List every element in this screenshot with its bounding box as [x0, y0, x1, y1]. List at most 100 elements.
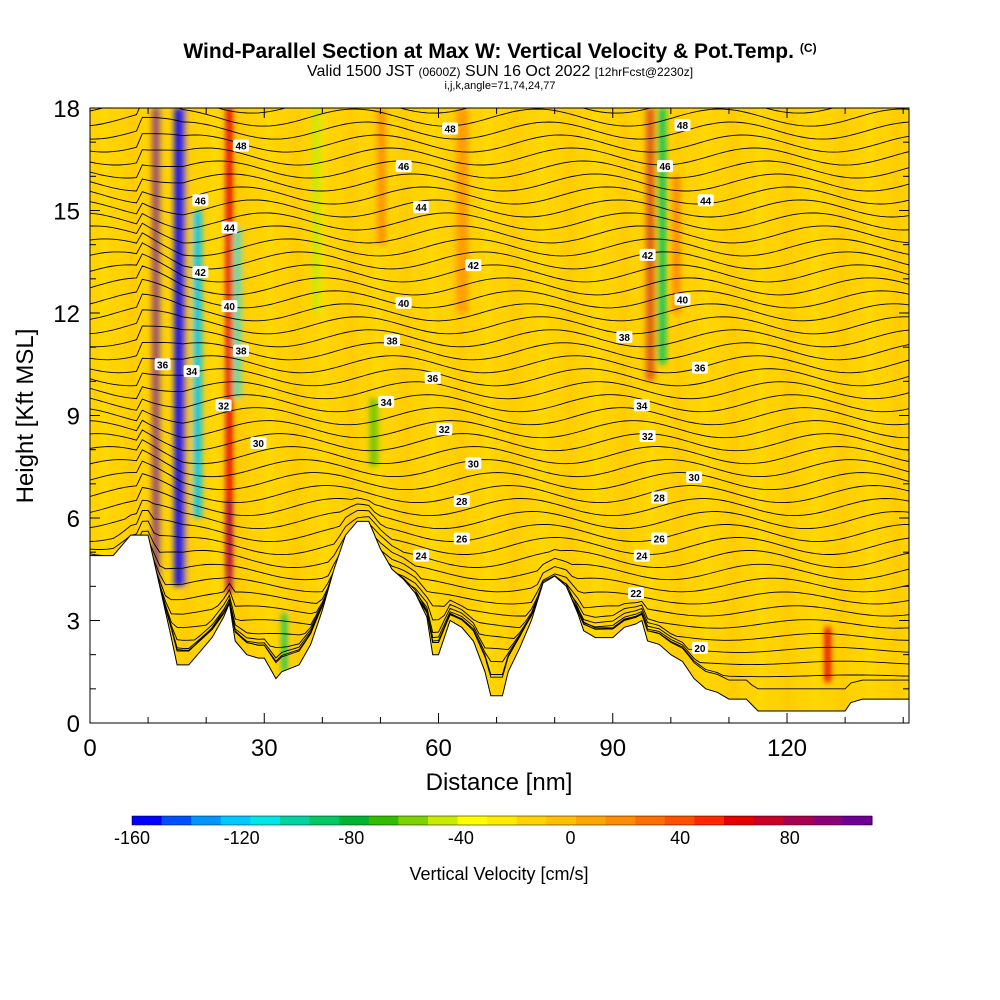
- w-streak-12: [658, 108, 667, 365]
- colorbar-swatch: [428, 816, 459, 825]
- theta-label-bg: [674, 119, 691, 132]
- isentrope-17: [90, 449, 909, 478]
- theta-label-37: 20: [691, 641, 708, 655]
- isentrope-37: [90, 199, 909, 218]
- isentrope-39: [90, 173, 909, 192]
- y-tick-label: 0: [67, 711, 80, 738]
- isentrope-7: [90, 542, 909, 605]
- theta-label-bg: [215, 399, 232, 412]
- theta-label-25: 32: [436, 423, 453, 436]
- theta-label-22: 34: [378, 395, 395, 409]
- theta-label-16: 38: [616, 330, 633, 344]
- w-band-5: [238, 108, 246, 723]
- theta-label-bg: [250, 436, 267, 449]
- x-tick-label: 0: [83, 735, 96, 762]
- w-streak-7: [312, 108, 321, 313]
- colorbar-swatch: [161, 816, 192, 825]
- theta-label-bg: [424, 371, 441, 384]
- colorbar-swatch: [280, 816, 311, 825]
- theta-label-bg: [395, 160, 412, 173]
- y-tick-label: 3: [67, 609, 80, 636]
- w-band-26: [811, 108, 819, 723]
- forecast-info: [12hrFcst@2230z]: [594, 65, 694, 79]
- colorbar-swatch: [635, 816, 666, 825]
- isentrope-12: [90, 509, 909, 543]
- theta-label-text: 42: [468, 261, 480, 272]
- theta-label-0: 48: [442, 122, 459, 136]
- colorbar-tick-label: -80: [338, 828, 364, 848]
- w-band-11: [401, 108, 409, 723]
- theta-label-35: 24: [633, 549, 650, 563]
- theta-label-text: 40: [398, 299, 410, 310]
- valid-date: SUN 16 Oct 2022: [464, 63, 591, 80]
- theta-label-bg: [453, 494, 470, 507]
- colorbar-swatch: [132, 816, 163, 825]
- theta-label-bg: [639, 430, 656, 442]
- theta-label-bg: [633, 399, 650, 412]
- theta-label-bg: [221, 300, 238, 313]
- w-streak-5: [225, 500, 233, 594]
- colorbar-swatch: [724, 816, 755, 825]
- theta-label-text: 26: [456, 535, 468, 546]
- theta-label-text: 46: [659, 162, 671, 173]
- theta-label-bg: [413, 201, 430, 214]
- terrain: [90, 520, 909, 723]
- theta-label-text: 38: [235, 347, 247, 358]
- y-tick-label: 15: [53, 199, 80, 226]
- theta-label-26: 32: [639, 430, 656, 443]
- theta-label-29: 30: [686, 471, 703, 484]
- isentrope-20: [90, 419, 909, 439]
- theta-label-text: 48: [677, 121, 689, 132]
- theta-label-text: 38: [386, 336, 398, 347]
- isentrope-45: [90, 108, 835, 114]
- theta-label-bg: [192, 194, 209, 207]
- isentrope-41: [90, 147, 909, 166]
- w-band-18: [593, 108, 600, 723]
- theta-label-14: 40: [221, 300, 238, 313]
- colorbar-swatch: [694, 816, 725, 825]
- isentrope-32: [90, 253, 909, 283]
- title-block: Wind-Parallel Section at Max W: Vertical…: [0, 36, 1000, 92]
- theta-label-text: 42: [642, 251, 654, 262]
- x-tick-label: 90: [599, 735, 626, 762]
- w-band-20: [647, 108, 655, 723]
- colorbar-swatch: [516, 816, 547, 825]
- colorbar-tick-label: -40: [448, 828, 474, 848]
- theta-label-text: 34: [636, 401, 648, 412]
- theta-label-bg: [233, 344, 250, 357]
- isentrope-29: [90, 293, 909, 322]
- theta-label-3: 46: [395, 160, 412, 173]
- y-tick-label: 6: [67, 506, 80, 533]
- theta-label-bg: [192, 266, 209, 278]
- theta-label-text: 30: [253, 439, 265, 450]
- theta-label-bg: [628, 587, 644, 600]
- chart-title-text: Wind-Parallel Section at Max W: Vertical…: [183, 40, 794, 63]
- isentrope-42: [90, 133, 909, 153]
- w-band-10: [374, 108, 382, 723]
- theta-label-bg: [154, 358, 171, 371]
- theta-label-27: 30: [250, 436, 267, 450]
- colorbar-tick-label: -120: [224, 828, 260, 848]
- w-band-0: [101, 108, 109, 723]
- theta-label-text: 22: [630, 589, 642, 600]
- theta-label-text: 26: [654, 535, 666, 546]
- theta-label-bg: [413, 549, 430, 562]
- isentrope-10: [90, 522, 909, 568]
- w-band-15: [511, 108, 519, 723]
- theta-label-bg: [378, 395, 395, 408]
- colorbar-tick-label: 40: [670, 828, 690, 848]
- theta-label-1: 48: [674, 119, 691, 132]
- theta-label-5: 46: [657, 160, 674, 173]
- w-band-25: [784, 108, 792, 723]
- colorbar-swatch: [842, 816, 873, 825]
- colorbar-frame: [131, 815, 873, 826]
- x-tick-label: 120: [767, 735, 807, 762]
- theta-label-11: 42: [192, 266, 209, 279]
- theta-label-bg: [465, 259, 482, 272]
- isentrope-22: [90, 394, 909, 413]
- isentrope-21: [90, 407, 909, 426]
- theta-label-text: 20: [694, 644, 706, 655]
- theta-label-text: 30: [689, 473, 701, 484]
- w-band-8: [320, 108, 327, 723]
